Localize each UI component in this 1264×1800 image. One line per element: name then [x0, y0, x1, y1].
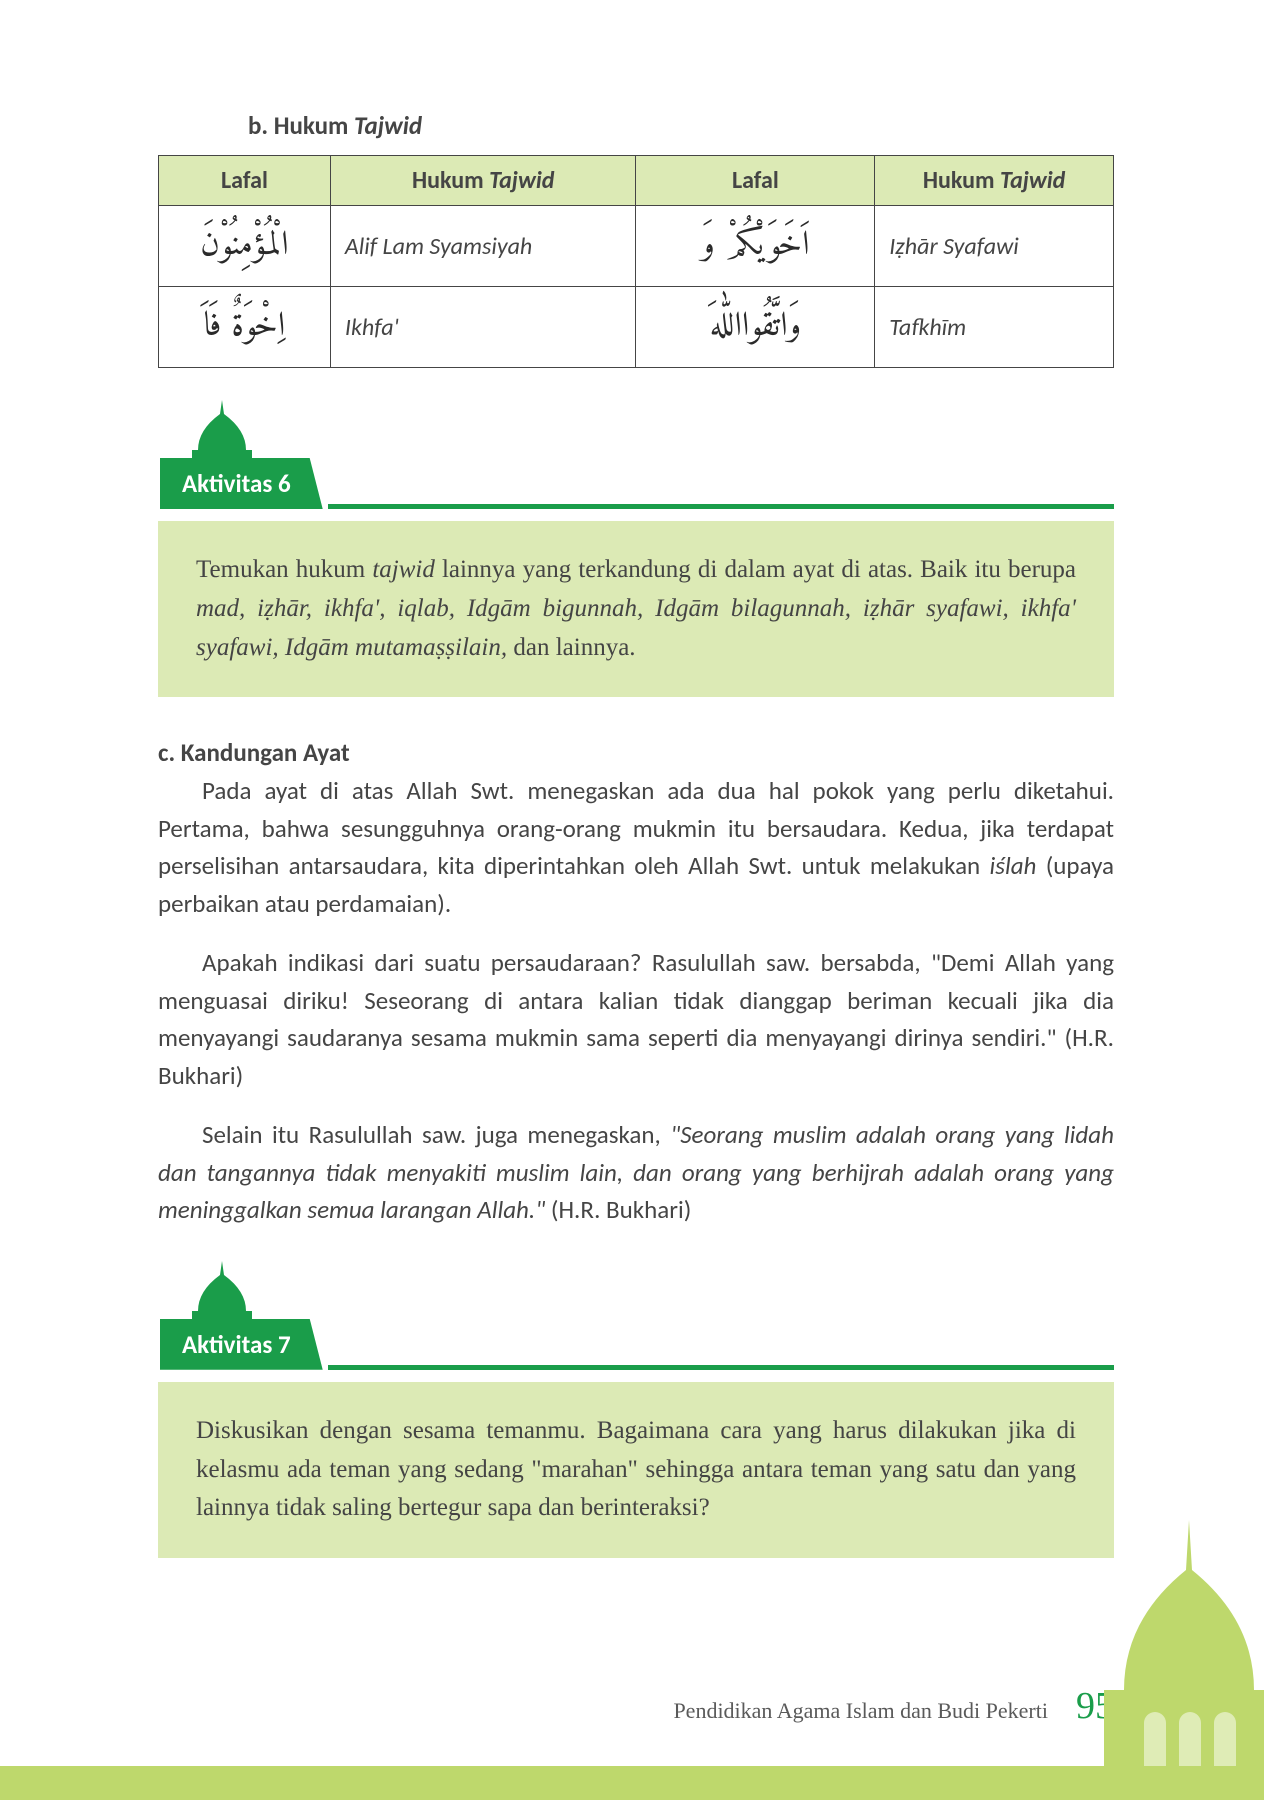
- activity-7-text: Diskusikan dengan sesama temanmu. Bagaim…: [196, 1417, 1076, 1522]
- p2-text: Apakah indikasi dari suatu persaudaraan?…: [158, 947, 1114, 1091]
- section-c-p1: Pada ayat di atas Allah Swt. menegaskan …: [158, 772, 1114, 922]
- section-c-p2: Apakah indikasi dari suatu persaudaraan?…: [158, 944, 1114, 1094]
- th-lafal-2: Lafal: [636, 156, 875, 206]
- tajwid-table: Lafal Hukum Tajwid Lafal Hukum Tajwid ال…: [158, 155, 1114, 368]
- activity-6-text-b: tajwid: [372, 556, 435, 583]
- rule-cell: Alif Lam Syamsiyah: [330, 206, 636, 287]
- activity-6-text-e: dan lainnya.: [507, 634, 635, 661]
- rule-cell: Iẓhār Syafawi: [875, 206, 1114, 287]
- table-row: اِخْوَةٌ فَاَ Ikhfa' وَاتَّقُوااللّٰهَ T…: [159, 287, 1114, 368]
- th-lafal-1: Lafal: [159, 156, 331, 206]
- activity-6-label: Aktivitas 6: [160, 458, 323, 509]
- section-c-p3: Selain itu Rasulullah saw. juga menegask…: [158, 1116, 1114, 1229]
- section-c-heading: c. Kandungan Ayat: [158, 737, 1114, 768]
- th-hukum-1: Hukum Tajwid: [330, 156, 636, 206]
- arabic-cell: الْمُؤْمِنُوْنَ: [159, 206, 331, 287]
- footer-text: Pendidikan Agama Islam dan Budi Pekerti: [673, 1698, 1048, 1724]
- th-hukum-1-b: Tajwid: [489, 166, 554, 195]
- activity-7-box: Diskusikan dengan sesama temanmu. Bagaim…: [158, 1382, 1114, 1558]
- p3-c: (H.R. Bukhari): [545, 1194, 691, 1225]
- activity-divider: [328, 504, 1114, 509]
- rule-cell: Tafkhīm: [875, 287, 1114, 368]
- section-b-italic: Tajwid: [354, 110, 422, 141]
- table-header-row: Lafal Hukum Tajwid Lafal Hukum Tajwid: [159, 156, 1114, 206]
- activity-7-header: Aktivitas 7: [158, 1319, 1114, 1370]
- section-b-text: Hukum: [274, 110, 354, 141]
- activity-6-header: Aktivitas 6: [158, 458, 1114, 509]
- p1-a: Pada ayat di atas Allah Swt. menegaskan …: [158, 775, 1114, 881]
- th-hukum-1-a: Hukum: [412, 166, 489, 195]
- arabic-cell: وَاتَّقُوااللّٰهَ: [636, 287, 875, 368]
- p1-b: iślah: [990, 850, 1037, 881]
- activity-6-text-a: Temukan hukum: [196, 556, 372, 583]
- th-hukum-2-b: Tajwid: [1000, 166, 1065, 195]
- rule-cell: Ikhfa': [330, 287, 636, 368]
- th-hukum-2-a: Hukum: [923, 166, 1000, 195]
- activity-6-text-c: lainnya yang terkandung di dalam ayat di…: [435, 556, 1076, 583]
- p3-a: Selain itu Rasulullah saw. juga menegask…: [202, 1119, 670, 1150]
- activity-7-label: Aktivitas 7: [160, 1319, 323, 1370]
- arabic-cell: اِخْوَةٌ فَاَ: [159, 287, 331, 368]
- activity-divider: [328, 1365, 1114, 1370]
- table-row: الْمُؤْمِنُوْنَ Alif Lam Syamsiyah اَخَو…: [159, 206, 1114, 287]
- activity-6-box: Temukan hukum tajwid lainnya yang terkan…: [158, 521, 1114, 697]
- corner-mosque-icon: [1014, 1480, 1264, 1800]
- section-b-prefix: b.: [248, 110, 274, 141]
- arabic-cell: اَخَوَيْكُمْ وَ: [636, 206, 875, 287]
- th-hukum-2: Hukum Tajwid: [875, 156, 1114, 206]
- section-b-title: b. Hukum Tajwid: [248, 110, 1114, 141]
- bottom-band: [0, 1766, 1264, 1800]
- activity-6-text-d: mad, iẓhār, ikhfa', iqlab, Idgām bigunna…: [196, 595, 1076, 661]
